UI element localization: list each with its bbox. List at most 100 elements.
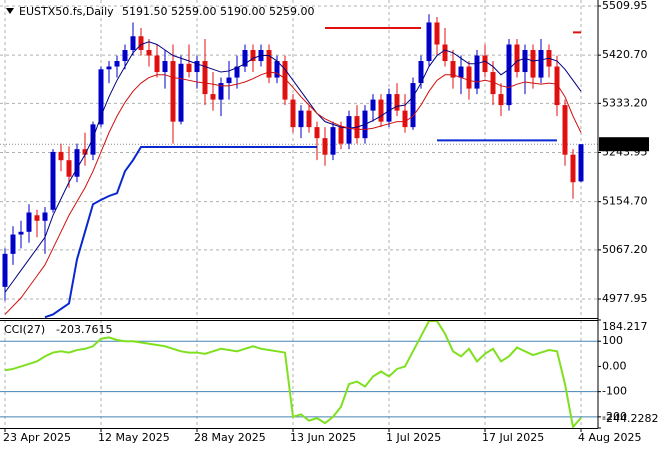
candle-body	[178, 63, 184, 122]
ohlc-value: 5259.00	[269, 5, 315, 18]
y-tick-label: -100	[602, 385, 627, 398]
candle-body	[154, 55, 160, 73]
candle-body	[122, 50, 128, 62]
candle-body	[146, 50, 152, 56]
candle-body	[186, 63, 192, 73]
candle-body	[410, 83, 416, 128]
ohlc-value: 5259.00	[171, 5, 217, 18]
candle-body	[194, 61, 200, 73]
candle-body	[418, 61, 424, 84]
candle-body	[506, 44, 512, 106]
candle-body	[522, 50, 528, 73]
candle-body	[306, 110, 312, 128]
candle-body	[578, 144, 584, 182]
candle-body	[298, 110, 304, 128]
overlay-line	[4, 41, 582, 293]
x-tick-label: 4 Aug 2025	[578, 431, 641, 444]
y-tick-label: 0.00	[602, 359, 627, 372]
candle-body	[2, 253, 8, 287]
candle-body	[242, 50, 248, 67]
x-tick-label: 1 Jul 2025	[386, 431, 441, 444]
candle-body	[58, 151, 64, 161]
price-marker	[599, 137, 649, 152]
candle-body	[82, 149, 88, 155]
candle-body	[498, 94, 504, 106]
y-tick-label: 5333.20	[602, 96, 648, 109]
candle-body	[50, 151, 56, 210]
candle-body	[434, 22, 440, 45]
candle-body	[490, 72, 496, 95]
candle-body	[338, 127, 344, 144]
candle-body	[450, 61, 456, 78]
candle-body	[370, 99, 376, 111]
candle-body	[442, 44, 448, 62]
candle-body	[42, 212, 48, 221]
candle-body	[26, 212, 32, 232]
overlay-line	[325, 26, 581, 34]
candle-body	[458, 66, 464, 78]
candle-body	[130, 36, 136, 51]
indicator-value: -203.7615	[56, 323, 112, 336]
price-panel	[0, 0, 598, 318]
candle-body	[394, 94, 400, 111]
y-tick-label: 100	[602, 334, 623, 347]
candle-body	[554, 66, 560, 106]
candle-body	[210, 94, 216, 100]
candle-body	[290, 99, 296, 128]
candle-body	[330, 127, 336, 155]
candle-body	[282, 61, 288, 100]
candle-body	[266, 50, 272, 78]
x-tick-label: 17 Jul 2025	[482, 431, 544, 444]
candle-body	[274, 61, 280, 78]
candle-body	[386, 94, 392, 122]
cci-line	[4, 320, 582, 428]
candle-body	[514, 44, 520, 73]
candle-body	[482, 55, 488, 73]
indicator-title: CCI(27)	[4, 323, 45, 336]
candle-body	[170, 61, 176, 122]
candle-body	[530, 50, 536, 78]
candle-body	[218, 83, 224, 100]
candle-body	[426, 22, 432, 62]
price-marker-label: 5259.00	[602, 137, 648, 150]
y-tick-label: -200	[602, 410, 627, 423]
y-tick-label: 5420.70	[602, 48, 648, 61]
candle-body	[234, 66, 240, 78]
x-tick-label: 23 Apr 2025	[3, 431, 71, 444]
cci-panel	[0, 320, 598, 428]
candle-body	[66, 160, 72, 177]
candle-body	[98, 69, 104, 125]
candle-body	[378, 99, 384, 122]
y-tick-label: 5067.20	[602, 243, 648, 256]
candle-body	[34, 215, 40, 221]
candle-body	[106, 66, 112, 70]
candle-body	[202, 61, 208, 95]
candle-body	[18, 231, 24, 235]
collapse-icon	[6, 8, 14, 14]
candle-body	[466, 66, 472, 89]
candle-body	[226, 77, 232, 84]
candle-body	[570, 154, 576, 183]
x-tick-label: 12 May 2025	[98, 431, 170, 444]
y-tick-label: 5154.70	[602, 195, 648, 208]
candle-body	[90, 124, 96, 155]
candle-body	[322, 138, 328, 155]
candle-body	[10, 234, 16, 254]
candle-body	[402, 110, 408, 128]
candle-body	[74, 149, 80, 177]
candle-body	[314, 127, 320, 139]
y-tick-label: 184.217	[602, 320, 648, 333]
y-tick-label: 5509.95	[602, 0, 648, 12]
overlay-line	[44, 139, 557, 318]
symbol-label: EUSTX50.fs,Daily	[19, 5, 114, 18]
candle-body	[474, 55, 480, 89]
candle-body	[162, 61, 168, 73]
candle-body	[138, 36, 144, 51]
candle-body	[114, 61, 120, 67]
y-tick-label: 4977.95	[602, 292, 648, 305]
x-tick-label: 13 Jun 2025	[290, 431, 356, 444]
